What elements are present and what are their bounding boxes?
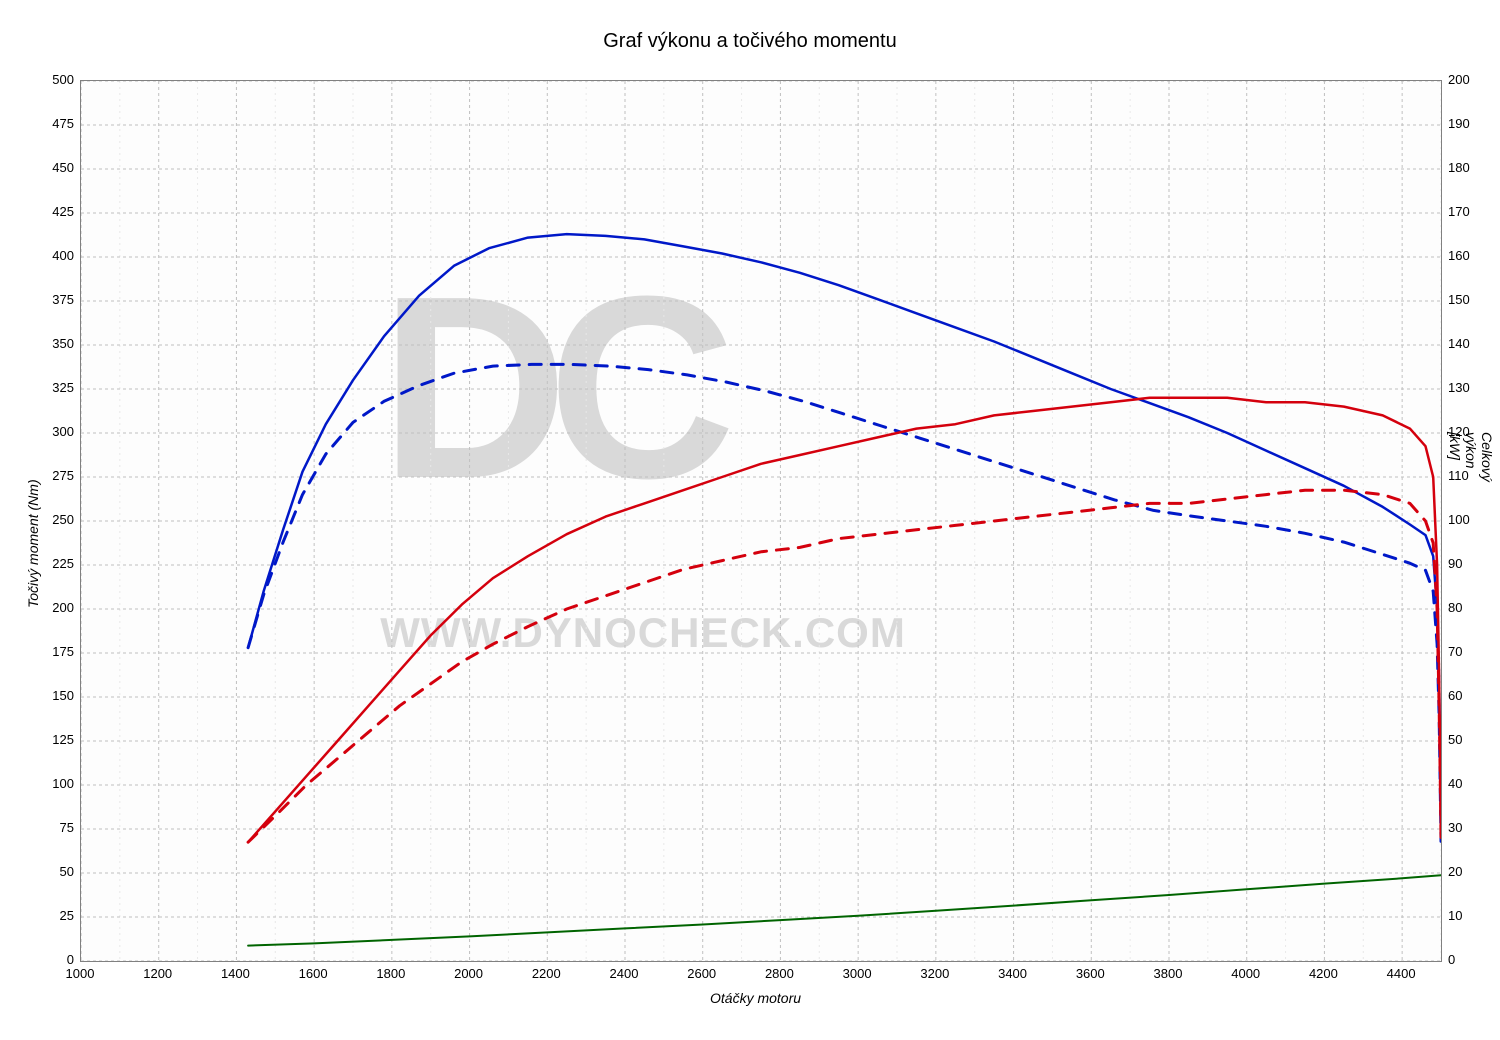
watermark-dc: DC — [380, 239, 716, 538]
y-right-tick: 70 — [1448, 644, 1488, 659]
x-tick: 2000 — [444, 966, 494, 981]
y-right-tick: 120 — [1448, 424, 1488, 439]
y-right-tick: 0 — [1448, 952, 1488, 967]
x-tick: 3200 — [910, 966, 960, 981]
y-right-tick: 190 — [1448, 116, 1488, 131]
series-torque_stock — [248, 364, 1441, 841]
y-right-tick: 100 — [1448, 512, 1488, 527]
y-left-tick: 450 — [34, 160, 74, 175]
x-tick: 2400 — [599, 966, 649, 981]
x-axis-label: Otáčky motoru — [710, 990, 801, 1006]
x-tick: 4000 — [1221, 966, 1271, 981]
series-power_tuned — [248, 398, 1441, 842]
x-tick: 1400 — [210, 966, 260, 981]
y-axis-left-label: Točivý moment (Nm) — [25, 479, 41, 608]
y-left-tick: 175 — [34, 644, 74, 659]
y-right-tick: 160 — [1448, 248, 1488, 263]
y-right-tick: 80 — [1448, 600, 1488, 615]
y-left-tick: 300 — [34, 424, 74, 439]
series-drag_power — [248, 875, 1441, 945]
series-power_stock — [248, 490, 1441, 842]
y-right-tick: 60 — [1448, 688, 1488, 703]
watermark-url: WWW.DYNOCHECK.COM — [380, 609, 906, 657]
y-left-tick: 50 — [34, 864, 74, 879]
series-torque_tuned — [248, 234, 1441, 838]
x-tick: 3400 — [988, 966, 1038, 981]
y-right-tick: 200 — [1448, 72, 1488, 87]
y-left-tick: 500 — [34, 72, 74, 87]
y-left-tick: 400 — [34, 248, 74, 263]
y-right-tick: 110 — [1448, 468, 1488, 483]
x-tick: 2600 — [677, 966, 727, 981]
y-left-tick: 275 — [34, 468, 74, 483]
x-tick: 2800 — [754, 966, 804, 981]
y-left-tick: 250 — [34, 512, 74, 527]
x-tick: 1600 — [288, 966, 338, 981]
chart-title: Graf výkonu a točivého momentu — [0, 30, 1500, 53]
y-right-tick: 150 — [1448, 292, 1488, 307]
y-right-tick: 10 — [1448, 908, 1488, 923]
y-left-tick: 225 — [34, 556, 74, 571]
y-right-tick: 170 — [1448, 204, 1488, 219]
y-left-tick: 325 — [34, 380, 74, 395]
y-right-tick: 40 — [1448, 776, 1488, 791]
y-right-tick: 130 — [1448, 380, 1488, 395]
plot-area: DC WWW.DYNOCHECK.COM — [80, 80, 1442, 962]
x-tick: 3000 — [832, 966, 882, 981]
y-right-tick: 50 — [1448, 732, 1488, 747]
x-tick: 3600 — [1065, 966, 1115, 981]
y-right-tick: 30 — [1448, 820, 1488, 835]
y-left-tick: 100 — [34, 776, 74, 791]
y-left-tick: 125 — [34, 732, 74, 747]
y-left-tick: 350 — [34, 336, 74, 351]
y-left-tick: 150 — [34, 688, 74, 703]
x-tick: 3800 — [1143, 966, 1193, 981]
y-right-tick: 90 — [1448, 556, 1488, 571]
grid-svg — [81, 81, 1441, 961]
dyno-chart: Graf výkonu a točivého momentu DC WWW.DY… — [0, 0, 1500, 1040]
x-tick: 4400 — [1376, 966, 1426, 981]
y-left-tick: 475 — [34, 116, 74, 131]
y-right-tick: 180 — [1448, 160, 1488, 175]
x-tick: 1000 — [55, 966, 105, 981]
y-left-tick: 25 — [34, 908, 74, 923]
y-right-tick: 20 — [1448, 864, 1488, 879]
x-tick: 1800 — [366, 966, 416, 981]
x-tick: 1200 — [133, 966, 183, 981]
y-left-tick: 375 — [34, 292, 74, 307]
y-left-tick: 200 — [34, 600, 74, 615]
x-tick: 4200 — [1298, 966, 1348, 981]
y-left-tick: 0 — [34, 952, 74, 967]
y-left-tick: 75 — [34, 820, 74, 835]
series-svg — [81, 81, 1441, 961]
y-left-tick: 425 — [34, 204, 74, 219]
x-tick: 2200 — [521, 966, 571, 981]
y-right-tick: 140 — [1448, 336, 1488, 351]
